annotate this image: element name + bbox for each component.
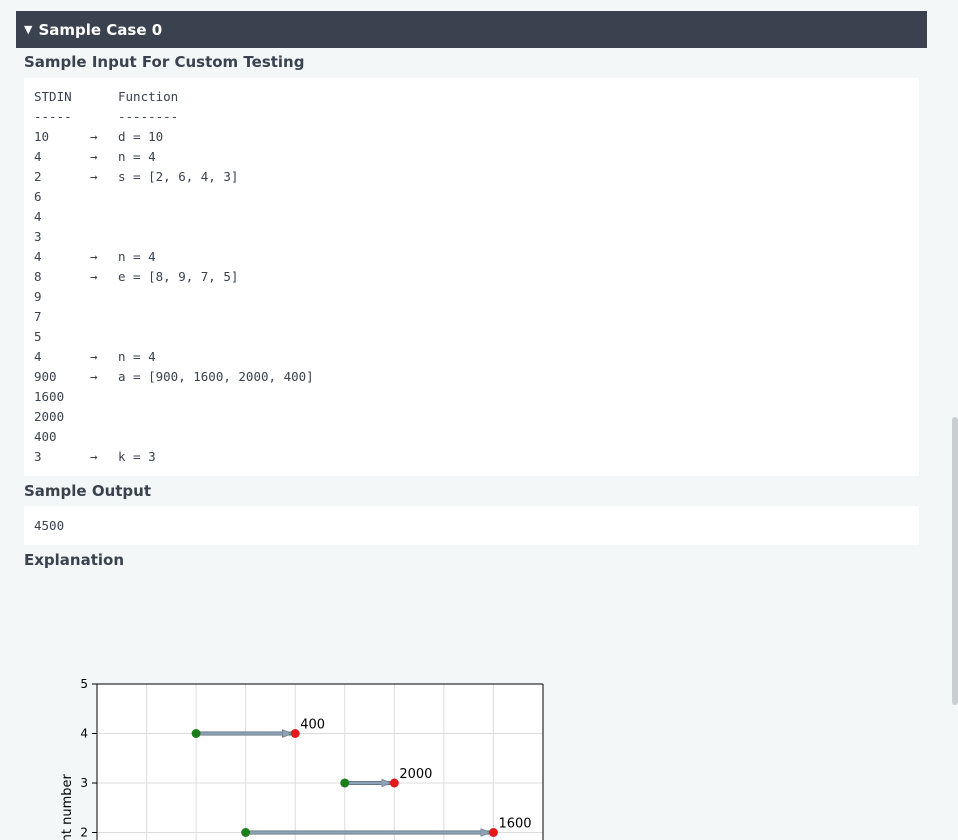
stdin-value: 7 (34, 309, 42, 324)
event-value-label: 1600 (498, 817, 531, 832)
stdin-value: 2 (34, 169, 42, 184)
explanation-chart: 2 3 4 5 ent number 400 2000 1600 (60, 677, 544, 840)
function-description: n = 4 (118, 149, 156, 164)
stdin-value: 4 (34, 249, 42, 264)
y-tick-label: 4 (80, 727, 88, 741)
arrow-icon: → (90, 149, 98, 164)
function-description: -------- (118, 109, 179, 124)
y-tick-label: 5 (80, 677, 88, 691)
stdin-value: 4 (34, 149, 42, 164)
collapse-triangle-icon: ▼ (24, 23, 33, 36)
arrow-icon: → (90, 269, 98, 284)
stdin-value: STDIN (34, 89, 72, 104)
stdin-value: 6 (34, 189, 42, 204)
function-description: s = [2, 6, 4, 3] (118, 169, 239, 184)
sample-case-title: Sample Case 0 (38, 20, 163, 39)
sample-output-title: Sample Output (24, 482, 152, 500)
arrow-icon: → (90, 349, 98, 364)
explanation-title: Explanation (24, 551, 125, 569)
plot-area (97, 684, 543, 840)
stdin-value: 9 (34, 289, 42, 304)
event-start-point (241, 828, 251, 837)
stdin-value: 400 (34, 429, 57, 444)
function-description: n = 4 (118, 349, 156, 364)
event-end-point (389, 778, 399, 788)
stdin-value: 10 (34, 129, 50, 144)
event-end-point (488, 828, 498, 837)
stdin-value: ----- (34, 109, 72, 124)
function-description: a = [900, 1600, 2000, 400] (118, 369, 314, 384)
sample-input-box: STDIN Function ----- -------- 10 → d = 10 4 → n =… (24, 78, 919, 476)
stdin-value: 5 (34, 329, 42, 344)
y-tick-label: 3 (80, 776, 88, 790)
y-axis-label: ent number (60, 774, 75, 840)
stdin-value: 8 (34, 269, 42, 284)
event-end-point (290, 729, 300, 738)
stdin-value: 4 (34, 349, 42, 364)
stdin-value: 4 (34, 209, 42, 224)
arrow-icon: → (90, 169, 98, 184)
function-description: n = 4 (118, 249, 156, 264)
function-description: k = 3 (118, 449, 156, 464)
arrow-icon: → (90, 449, 98, 464)
sample-case-header[interactable]: ▼ Sample Case 0 (16, 11, 927, 48)
event-start-point (340, 778, 350, 788)
function-description: e = [8, 9, 7, 5] (118, 269, 239, 284)
sample-output-value: 4500 (34, 518, 65, 533)
stdin-value: 3 (34, 449, 42, 464)
stdin-value: 2000 (34, 409, 65, 424)
stdin-value: 3 (34, 229, 42, 244)
function-description: d = 10 (118, 129, 164, 144)
event-value-label: 2000 (399, 767, 432, 782)
sample-input-title: Sample Input For Custom Testing (24, 53, 305, 71)
arrow-icon: → (90, 249, 98, 264)
sample-output-box: 4500 (24, 506, 919, 545)
arrow-icon: → (90, 369, 98, 384)
scrollbar-thumb[interactable] (952, 417, 958, 705)
event-start-point (191, 729, 201, 738)
arrow-icon: → (90, 129, 98, 144)
function-description: Function (118, 89, 179, 104)
stdin-value: 900 (34, 369, 57, 384)
event-value-label: 400 (300, 718, 325, 733)
y-tick-label: 2 (80, 826, 88, 840)
stdin-value: 1600 (34, 389, 65, 404)
